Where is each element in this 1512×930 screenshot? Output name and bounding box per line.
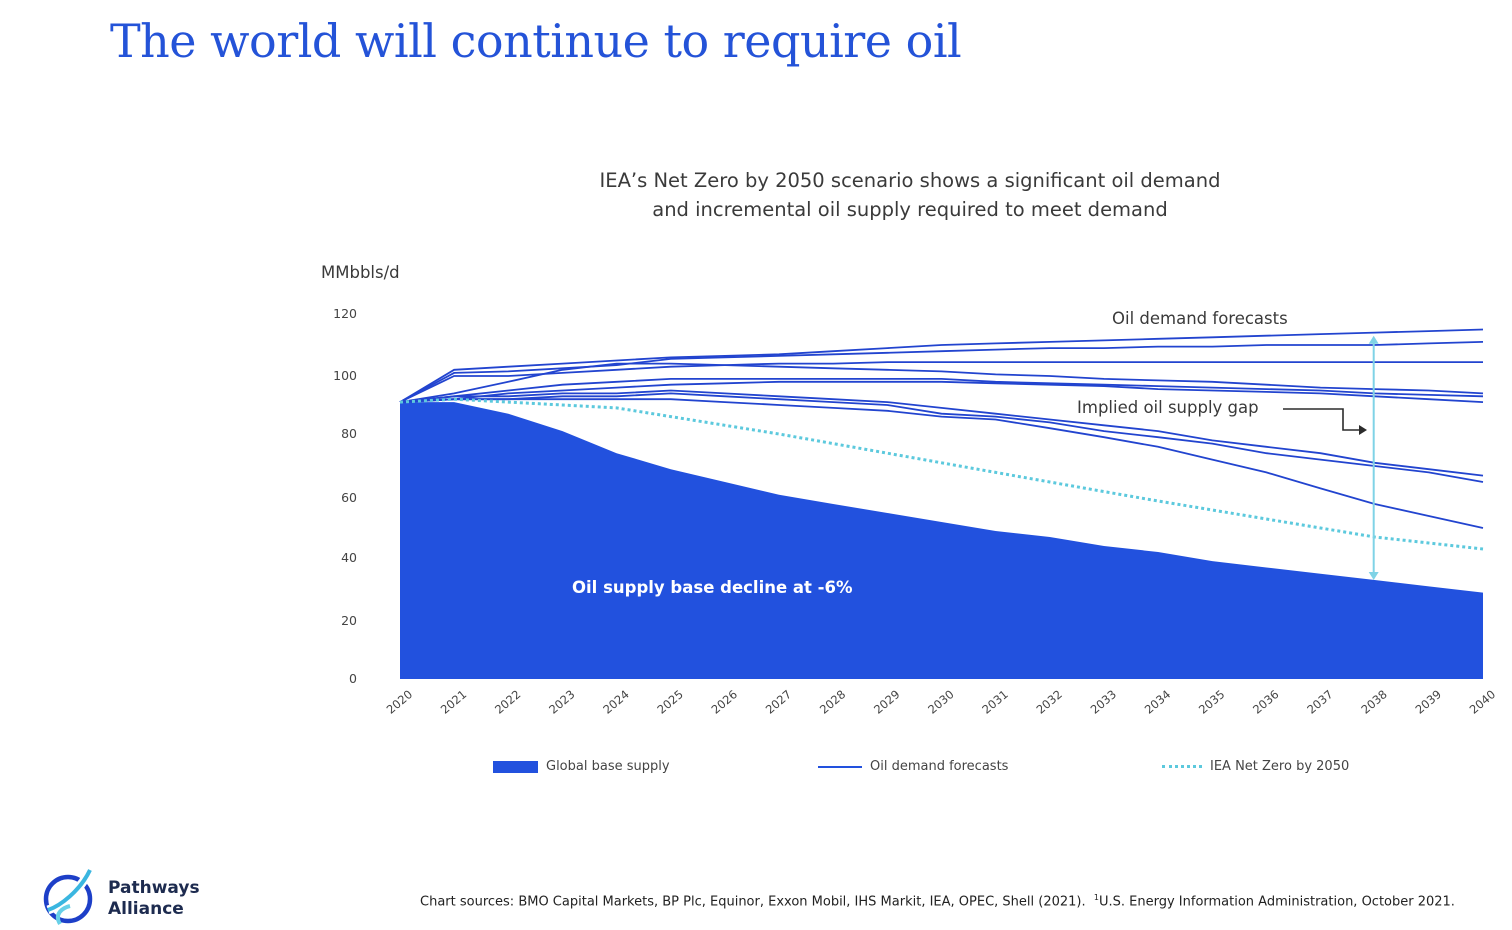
gap-arrowhead-top — [1368, 335, 1379, 344]
demand-forecast-line — [399, 398, 1484, 529]
legend-item-demand: Oil demand forecasts — [818, 759, 1008, 779]
leaf-logo-icon — [43, 867, 95, 926]
base-supply-area — [400, 402, 1483, 679]
chart-heading: IEA’s Net Zero by 2050 scenario shows a … — [560, 166, 1260, 224]
x-tick-label: 2032 — [1034, 687, 1065, 717]
x-tick-label: 2035 — [1196, 687, 1227, 717]
chart-series — [399, 328, 1484, 679]
x-tick-label: 2040 — [1467, 687, 1498, 717]
demand-forecast-line — [399, 377, 1484, 403]
demand-forecast-line — [399, 361, 1483, 403]
x-tick-label: 2029 — [871, 687, 902, 717]
x-tick-label: 2036 — [1250, 687, 1281, 717]
sources-main: Chart sources: BMO Capital Markets, BP P… — [420, 894, 1086, 910]
demand-forecast-line — [399, 380, 1484, 403]
net-zero-line — [399, 397, 1484, 551]
x-tick-label: 2025 — [654, 687, 685, 717]
x-tick-label: 2031 — [979, 687, 1010, 717]
x-tick-label: 2037 — [1304, 687, 1335, 717]
logo-wordmark: Pathways Alliance — [108, 878, 200, 920]
demand-forecast-line — [399, 389, 1484, 477]
gap-pointer-arrowhead — [1359, 425, 1367, 435]
y-axis-ticks: 120 100 80 60 40 20 0 — [333, 306, 357, 686]
chart-heading-line1: IEA’s Net Zero by 2050 scenario shows a … — [599, 169, 1221, 192]
pathways-alliance-logo: Pathways Alliance — [40, 866, 210, 930]
y-tick-label: 0 — [349, 671, 357, 686]
y-tick-label: 100 — [333, 368, 357, 383]
x-tick-label: 2038 — [1358, 687, 1389, 717]
logo-line2: Alliance — [108, 899, 184, 919]
sources-superscript: 1 — [1093, 893, 1099, 902]
chart-sources: Chart sources: BMO Capital Markets, BP P… — [420, 893, 1455, 909]
annotation-gap: Implied oil supply gap — [1077, 398, 1259, 417]
demand-forecast-line — [399, 362, 1484, 403]
chart-heading-line2: and incremental oil supply required to m… — [652, 198, 1168, 221]
legend-swatch-base — [493, 760, 538, 773]
x-axis-ticks: 2020 2021 2022 2023 2024 2025 2026 2027 2028 2029… — [384, 687, 1498, 717]
legend-item-netzero: IEA Net Zero by 2050 — [1162, 759, 1349, 779]
legend-label-base: Global base supply — [546, 759, 670, 774]
y-tick-label: 20 — [341, 613, 357, 628]
legend-item-base: Global base supply — [493, 759, 670, 779]
logo-line1: Pathways — [108, 878, 200, 898]
legend-label-demand: Oil demand forecasts — [870, 759, 1009, 774]
gap-pointer-arrow — [1283, 408, 1359, 431]
demand-forecast-line — [399, 392, 1484, 483]
x-tick-label: 2028 — [817, 687, 848, 717]
y-axis-label: MMbbls/d — [321, 263, 400, 282]
x-tick-label: 2022 — [492, 687, 523, 717]
y-tick-label: 80 — [341, 426, 357, 441]
x-tick-label: 2020 — [384, 687, 415, 717]
legend-label-netzero: IEA Net Zero by 2050 — [1210, 759, 1350, 774]
sources-note: U.S. Energy Information Administration, … — [1098, 894, 1455, 910]
x-tick-label: 2033 — [1088, 687, 1119, 717]
y-tick-label: 60 — [341, 490, 357, 505]
annotation-demand: Oil demand forecasts — [1112, 309, 1288, 328]
demand-forecast-line — [399, 328, 1484, 403]
x-tick-label: 2030 — [925, 687, 956, 717]
x-tick-label: 2027 — [763, 687, 794, 717]
chart-annotations: Oil demand forecasts Implied oil supply … — [572, 309, 1367, 597]
slide-title: The world will continue to require oil — [110, 14, 962, 68]
annotation-decline: Oil supply base decline at -6% — [572, 578, 853, 597]
x-tick-label: 2024 — [600, 687, 631, 717]
legend-swatch-netzero — [1162, 765, 1202, 768]
legend-swatch-demand — [818, 765, 862, 768]
x-tick-label: 2039 — [1413, 687, 1444, 717]
y-tick-label: 40 — [341, 550, 357, 565]
x-tick-label: 2023 — [546, 687, 577, 717]
x-tick-label: 2026 — [709, 687, 740, 717]
x-tick-label: 2021 — [438, 687, 469, 717]
gap-arrowhead-bottom — [1368, 572, 1379, 581]
y-tick-label: 120 — [333, 306, 357, 321]
x-tick-label: 2034 — [1142, 687, 1173, 717]
